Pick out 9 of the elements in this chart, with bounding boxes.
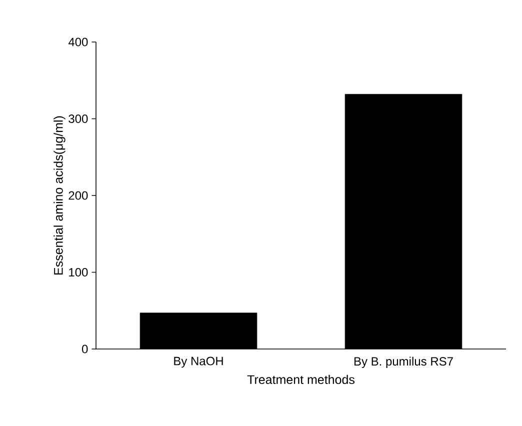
y-tick-label: 400	[68, 38, 88, 46]
x-tick-label: By B. pumilus RS7	[354, 356, 453, 368]
x-tick-label: By NaOH	[174, 356, 223, 368]
y-tick-label: 300	[68, 114, 88, 123]
y-axis-title: Essential amino acids(μg/ml)	[54, 116, 66, 274]
y-tick-label: 100	[69, 268, 88, 276]
x-axis-title: Treatment methods	[247, 374, 354, 384]
y-tick-label: 200	[68, 191, 88, 200]
y-tick-label: 0	[82, 344, 88, 354]
